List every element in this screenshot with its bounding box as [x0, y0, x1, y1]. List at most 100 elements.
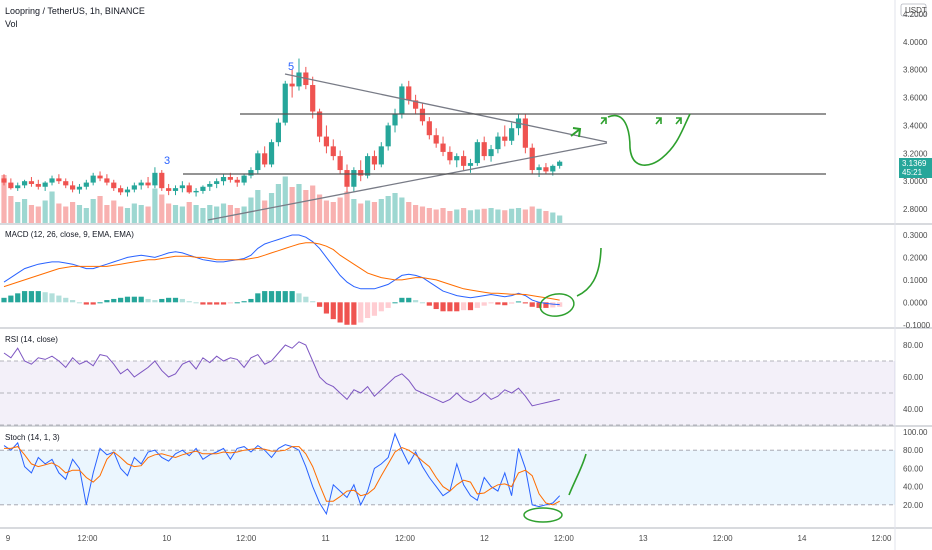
- stoch-cross-circle[interactable]: [523, 507, 563, 523]
- macd-histogram-bar: [543, 302, 549, 308]
- macd-projection-curve[interactable]: [576, 247, 602, 297]
- macd-histogram-bar: [275, 291, 281, 303]
- volume-label[interactable]: Vol: [5, 19, 18, 29]
- candle-body: [467, 163, 474, 166]
- macd-indicator: [1, 234, 563, 325]
- volume-bar: [220, 203, 227, 223]
- macd-histogram-bar: [90, 302, 96, 305]
- volume-bar: [186, 202, 192, 223]
- candle-body: [316, 111, 323, 137]
- rsi-pane-label[interactable]: RSI (14, close): [5, 335, 58, 344]
- macd-histogram-bar: [536, 302, 542, 308]
- volume-bar: [42, 200, 48, 223]
- candle-body: [152, 172, 158, 186]
- macd-histogram-bar: [138, 296, 144, 303]
- volume-bar: [509, 208, 515, 223]
- time-tick-label: 14: [798, 534, 807, 543]
- indicator-bands: [0, 360, 895, 506]
- candlesticks: [1, 58, 563, 197]
- projection-arrow-3[interactable]: [655, 117, 662, 125]
- volume-bar: [282, 176, 288, 223]
- wave-label-5: 5: [288, 61, 294, 73]
- macd-line: [3, 234, 560, 306]
- candle-body: [15, 185, 21, 189]
- volume-bar: [159, 194, 165, 223]
- macd-histogram-bar: [63, 297, 69, 303]
- volume-bar: [461, 208, 467, 223]
- triangle-lower-trendline[interactable]: [207, 142, 608, 221]
- macd-histogram-bar: [351, 302, 357, 325]
- time-axis[interactable]: 9 12:00 10 12:00 11 12:00 12 12:00 13 12:00 14 12:0…: [6, 534, 892, 543]
- macd-histogram-bar: [467, 302, 474, 311]
- volume-bar: [179, 206, 185, 223]
- candle-body: [193, 190, 199, 193]
- volume-bar: [358, 203, 364, 223]
- macd-histogram-bar: [358, 302, 364, 323]
- macd-histogram-bar: [28, 291, 35, 303]
- candle-body: [56, 178, 62, 182]
- candle-body: [21, 181, 28, 186]
- volume-bar: [467, 210, 474, 223]
- macd-tick-label: 0.2000: [903, 253, 928, 262]
- volume-bar: [502, 210, 508, 223]
- candle-body: [241, 175, 247, 183]
- volume-bar: [440, 208, 446, 223]
- macd-pane-label[interactable]: MACD (12, 26, close, 9, EMA, EMA): [5, 230, 134, 239]
- triangle-upper-trendline[interactable]: [284, 73, 608, 143]
- candle-body: [509, 128, 515, 141]
- volume-bar: [200, 208, 206, 223]
- projection-arrow-1[interactable]: [570, 127, 582, 138]
- volume-bar: [262, 200, 268, 223]
- candle-body: [1, 178, 7, 183]
- currency-badge[interactable]: USDT: [900, 3, 927, 17]
- candle-body: [63, 181, 69, 186]
- volume-bar: [138, 205, 144, 223]
- macd-histogram-bar: [131, 296, 137, 303]
- volume-bar: [330, 202, 336, 223]
- stoch-pane-label[interactable]: Stoch (14, 1, 3): [5, 433, 60, 442]
- stoch-projection-line[interactable]: [568, 453, 587, 496]
- volume-bar: [406, 202, 412, 223]
- candle-body: [392, 114, 398, 126]
- rsi-tick-label: 40.00: [903, 405, 924, 414]
- macd-histogram-bar: [255, 293, 261, 303]
- price-tick-label: 4.0000: [903, 38, 928, 47]
- candle-body: [289, 83, 295, 87]
- candle-body: [351, 170, 357, 187]
- last-price: 3.1369: [902, 159, 927, 168]
- macd-histogram-bar: [344, 302, 350, 325]
- projection-arrow-2[interactable]: [600, 117, 607, 125]
- volume-bar: [63, 206, 69, 223]
- macd-histogram-bar: [35, 291, 41, 303]
- projection-curve[interactable]: [607, 113, 691, 166]
- volume-bar: [447, 211, 453, 223]
- candle-body: [371, 156, 378, 165]
- volume-bar: [344, 191, 350, 223]
- symbol-title[interactable]: Loopring / TetherUS, 1h, BINANCE: [5, 6, 145, 16]
- macd-histogram-bar: [118, 297, 124, 303]
- volume-bar: [419, 206, 426, 223]
- macd-tick-label: 0.3000: [903, 231, 928, 240]
- candle-body: [76, 186, 83, 190]
- candle-body: [138, 182, 144, 186]
- macd-histogram-bar: [550, 302, 556, 308]
- candle-body: [268, 142, 275, 165]
- projection-arrow-4[interactable]: [675, 117, 682, 125]
- candle-body: [282, 83, 288, 123]
- candle-body: [337, 156, 343, 171]
- price-axis[interactable]: 4.2000 4.0000 3.8000 3.6000 3.4000 3.2000 3.00…: [903, 10, 931, 510]
- volume-bar: [323, 200, 330, 223]
- macd-histogram-bar: [234, 302, 240, 304]
- volume-bar: [392, 193, 398, 223]
- volume-bar: [234, 208, 240, 223]
- candle-body: [488, 149, 494, 157]
- candle-body: [131, 185, 137, 190]
- macd-cross-circle[interactable]: [539, 292, 576, 319]
- candle-body: [310, 85, 316, 112]
- macd-histogram-bar: [461, 302, 467, 311]
- candle-body: [454, 156, 460, 161]
- user-drawings[interactable]: [183, 73, 826, 523]
- candle-body: [344, 170, 350, 187]
- volume-bar: [241, 206, 247, 223]
- volume-bar: [76, 205, 83, 223]
